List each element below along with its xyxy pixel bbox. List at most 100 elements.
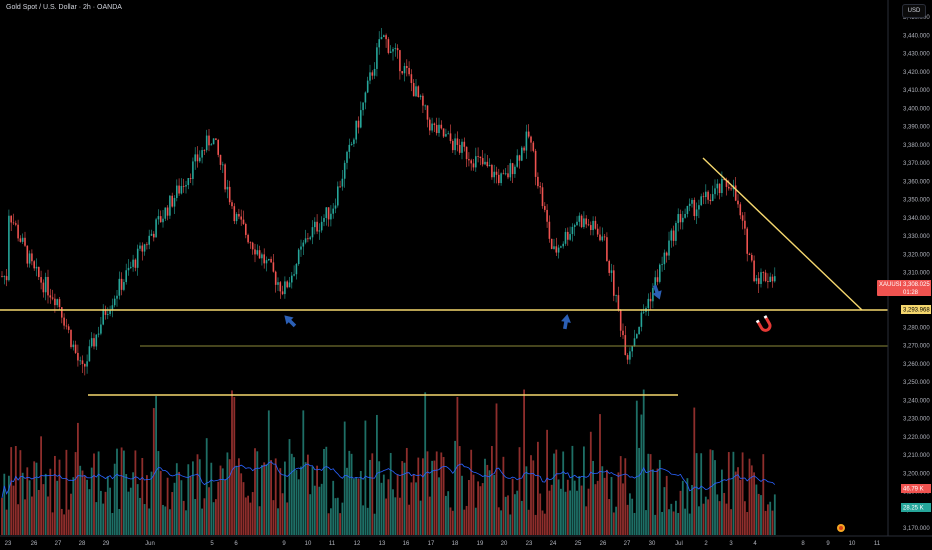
volume-bar <box>734 471 737 535</box>
volume-bar <box>348 450 351 535</box>
candle-body <box>693 199 696 217</box>
candle-body <box>737 200 739 205</box>
volume-bar <box>152 408 155 535</box>
volume-bar <box>737 467 739 535</box>
candle-body <box>265 260 268 264</box>
candle-body <box>495 171 498 175</box>
candle-body <box>647 298 650 309</box>
volume-bar <box>235 465 238 535</box>
candle-body <box>707 191 709 200</box>
volume-bar <box>182 500 185 535</box>
volume-bar <box>672 511 675 535</box>
candle-body <box>541 187 544 207</box>
candle-body <box>47 276 49 296</box>
volume-bar <box>376 414 378 535</box>
volume-bar <box>702 503 705 535</box>
candle-body <box>691 199 693 204</box>
volume-bar <box>762 454 765 535</box>
candle-body <box>544 206 546 210</box>
volume-bar <box>599 414 601 535</box>
price-tick-label: 3,310.000 <box>903 271 930 277</box>
candle-body <box>744 220 746 229</box>
volume-bar <box>716 494 719 535</box>
volume-bar <box>691 485 693 535</box>
candle-body <box>642 311 645 313</box>
volume-bar <box>274 458 277 535</box>
volume-bar <box>502 456 505 535</box>
volume-bar <box>663 487 666 535</box>
candle-body <box>403 66 406 74</box>
volume-bar <box>419 500 422 535</box>
candle-body <box>468 159 470 161</box>
volume-bar <box>109 487 111 535</box>
candle-body <box>445 134 447 137</box>
price-axis[interactable]: 3,450.000 3,440.000 3,430.000 3,420.000 3,41… <box>903 15 930 532</box>
volume-bar <box>656 468 659 535</box>
volume-bar <box>95 502 98 535</box>
volume-bar <box>221 468 224 535</box>
volume-bar <box>440 452 443 535</box>
volume-bar <box>585 506 588 535</box>
candle-body <box>486 161 489 167</box>
candle-body <box>182 185 185 187</box>
volume-bar <box>723 492 726 535</box>
volume-bar <box>120 447 123 535</box>
candle-body <box>534 150 537 177</box>
candle-body <box>684 214 686 218</box>
volume-value: 46.79 K <box>903 487 924 493</box>
volume-bar <box>208 487 210 535</box>
volume-bar <box>97 451 100 535</box>
volume-bar <box>518 447 521 535</box>
candle-body <box>725 180 728 187</box>
candle-body <box>456 138 459 145</box>
candle-body <box>613 270 615 296</box>
volume-bar <box>576 490 578 535</box>
volume-bar <box>364 420 367 535</box>
candle-body <box>26 245 29 264</box>
time-axis[interactable]: 23 26 27 28 29 Jun 5 6 9 10 11 12 13 16 17 18 19 20 23 24 25… <box>5 541 881 547</box>
volume-bar <box>40 436 42 535</box>
volume-bar <box>698 506 700 535</box>
candle-body <box>111 305 114 310</box>
volume-bar <box>746 512 749 535</box>
candle-body <box>141 245 144 252</box>
volume-bar <box>83 476 86 535</box>
volume-bar <box>514 494 516 535</box>
volume-bar <box>28 480 31 535</box>
candle-body <box>640 312 643 327</box>
descending-trendline[interactable] <box>702 157 863 311</box>
candle-body <box>449 133 452 141</box>
candle-body <box>316 221 318 232</box>
candle-body <box>401 71 403 74</box>
volume-tag <box>901 484 931 493</box>
volume-bar <box>219 465 222 535</box>
candle-body <box>341 178 344 187</box>
price-tick-label: 3,360.000 <box>903 179 930 185</box>
candle-body <box>751 254 753 261</box>
volume-bar <box>42 484 45 535</box>
arrow-up-icon <box>284 315 297 328</box>
volume-bar <box>192 461 194 535</box>
volume-bar <box>334 498 337 535</box>
candle-body <box>652 288 654 302</box>
candle-body <box>210 144 213 146</box>
volume-bar <box>300 466 302 535</box>
arrow-down-icon <box>652 284 662 300</box>
volume-bar <box>548 490 551 535</box>
currency-button[interactable]: USD <box>902 4 926 18</box>
volume-bar <box>451 510 454 535</box>
volume-bar <box>493 474 496 535</box>
candle-body <box>555 246 558 253</box>
candle-body <box>422 95 424 106</box>
volume-bar <box>164 506 167 535</box>
candle-body <box>440 124 443 129</box>
candle-body <box>176 185 178 199</box>
volume-bar <box>17 504 19 535</box>
volume-bar <box>277 508 279 535</box>
candle-body <box>567 231 569 240</box>
volume-bar <box>470 449 473 535</box>
candle-body <box>527 131 530 137</box>
candle-body <box>675 223 677 241</box>
volume-bar <box>732 451 735 535</box>
